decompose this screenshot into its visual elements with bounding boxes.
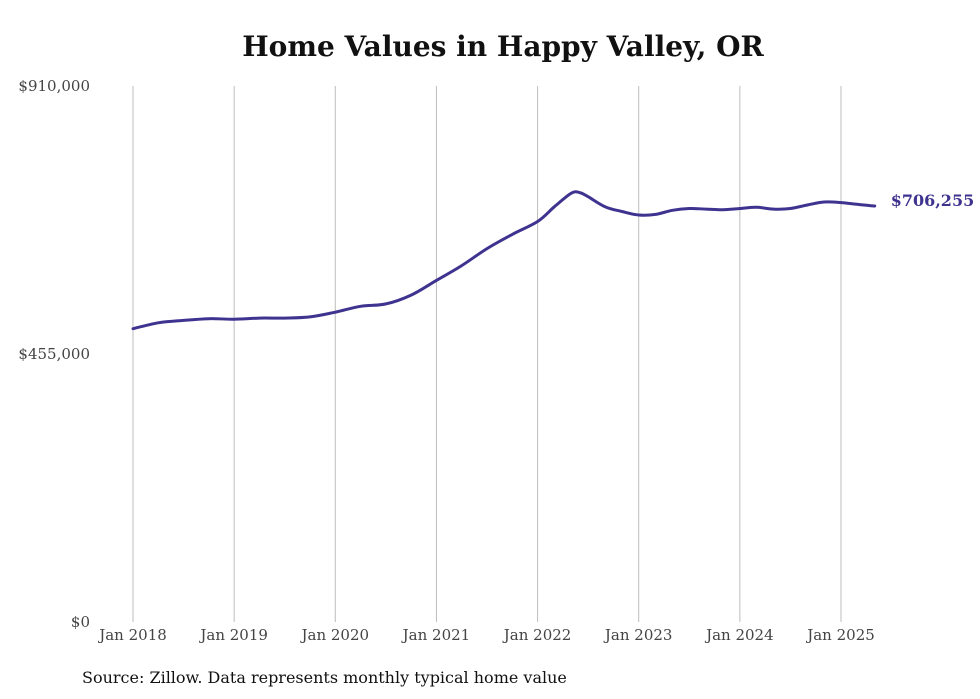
end-value-label: $706,255 <box>891 191 975 210</box>
x-tick-label: Jan 2018 <box>97 626 167 644</box>
y-tick-label: $910,000 <box>18 77 90 95</box>
x-tick-label: Jan 2023 <box>603 626 673 644</box>
source-note: Source: Zillow. Data represents monthly … <box>82 668 567 687</box>
gridlines <box>132 86 842 622</box>
x-tick-label: Jan 2022 <box>502 626 572 644</box>
x-axis-ticks: Jan 2018 Jan 2019 Jan 2020 Jan 2021 Jan 2022… <box>97 626 875 644</box>
y-tick-label: $0 <box>71 613 90 631</box>
x-tick-label: Jan 2021 <box>401 626 471 644</box>
x-tick-label: Jan 2020 <box>300 626 370 644</box>
home-value-line <box>131 190 877 331</box>
x-tick-label: Jan 2025 <box>805 626 875 644</box>
y-axis-ticks: $0 $455,000 $910,000 <box>18 77 90 631</box>
y-tick-label: $455,000 <box>18 345 90 363</box>
x-tick-label: Jan 2019 <box>198 626 268 644</box>
chart-title: Home Values in Happy Valley, OR <box>242 30 764 63</box>
x-tick-label: Jan 2024 <box>704 626 774 644</box>
